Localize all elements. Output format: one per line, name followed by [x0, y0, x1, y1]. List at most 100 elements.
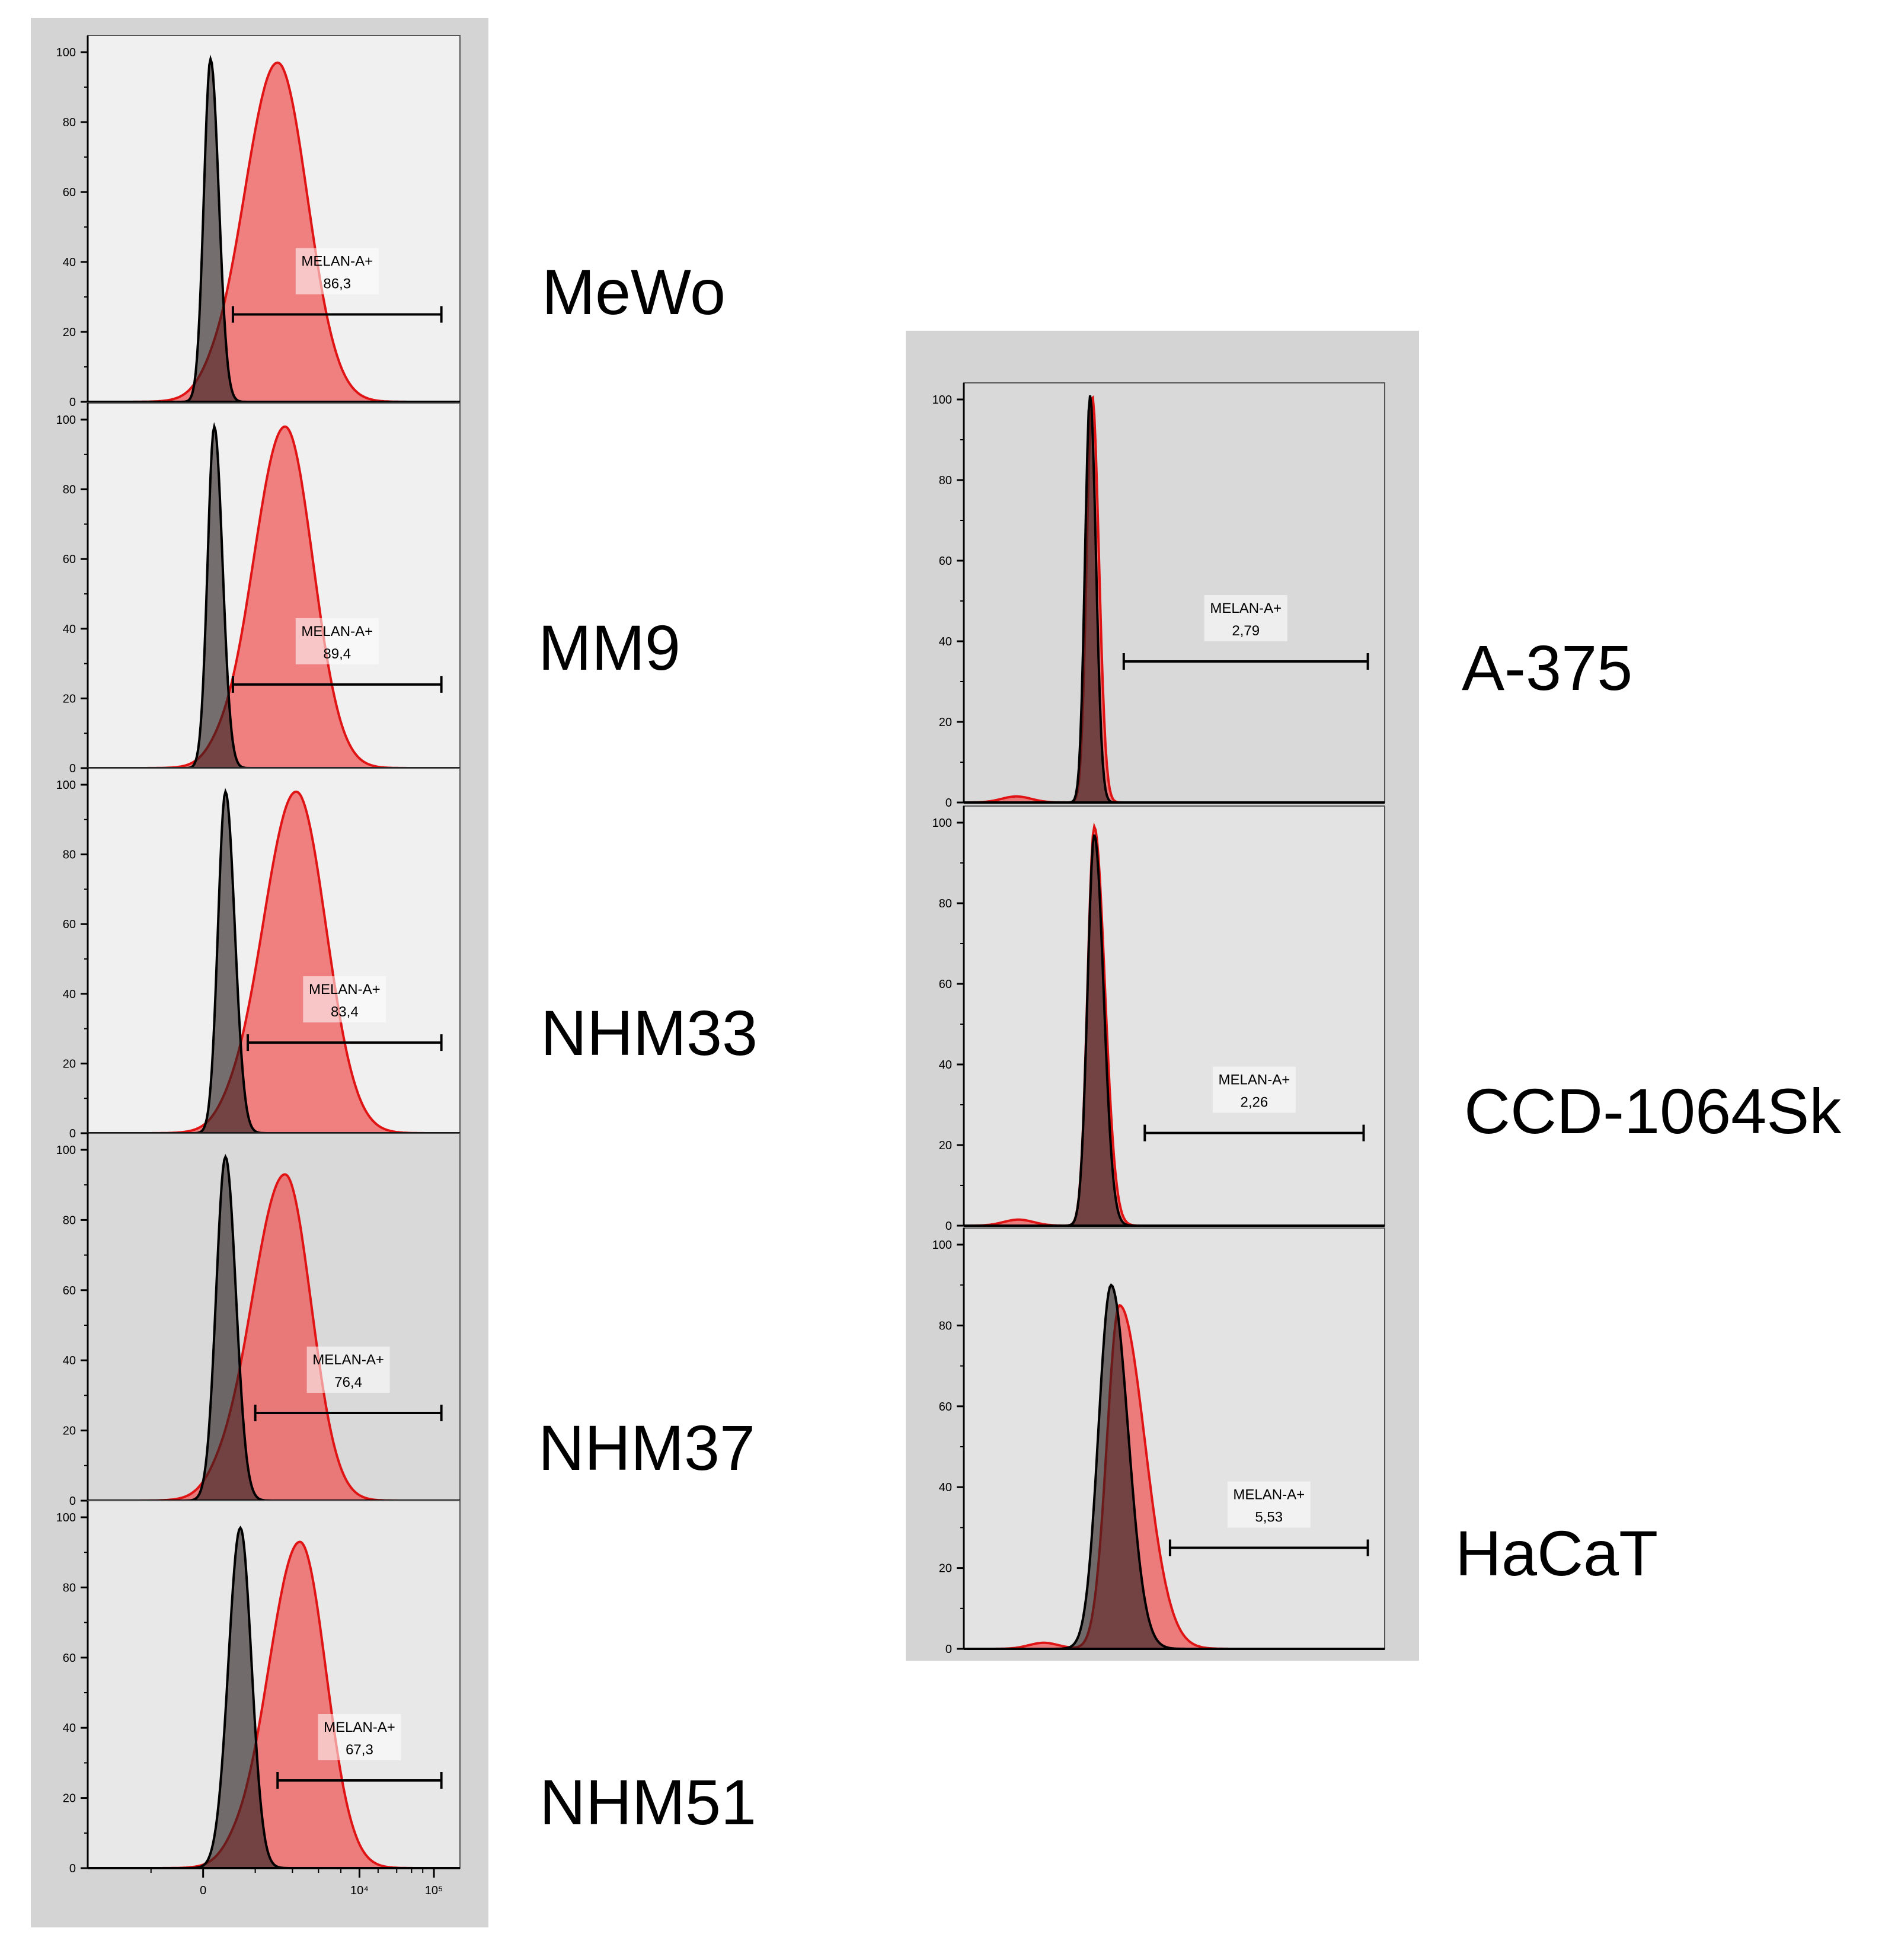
gate-label-box: [306, 1347, 390, 1393]
y-tick-label: 100: [932, 394, 952, 407]
y-tick-label: 20: [939, 1562, 952, 1575]
sample-label: HaCaT: [1455, 1517, 1658, 1589]
y-tick-label: 0: [69, 762, 76, 775]
gate-percentage: 2,79: [1232, 623, 1260, 639]
y-tick-label: 0: [69, 1127, 76, 1140]
y-tick-label: 60: [63, 918, 76, 931]
gate-percentage: 5,53: [1255, 1510, 1283, 1526]
y-tick-label: 80: [63, 1581, 76, 1594]
y-tick-label: 20: [939, 1139, 952, 1152]
histogram-panel: 0 20 40 60 80 100 MELAN-A+ 2,79: [932, 382, 1385, 810]
y-tick-label: 20: [63, 326, 76, 339]
panel-plot-area: [963, 1227, 1385, 1649]
y-tick-label: 80: [939, 474, 952, 487]
y-tick-label: 40: [63, 1722, 76, 1735]
panel-plot-area: [963, 382, 1385, 803]
gate-percentage: 83,4: [331, 1004, 359, 1020]
gate-label-box: [295, 618, 379, 664]
control-histogram: [964, 1283, 1385, 1650]
x-tick-label: 0: [200, 1884, 206, 1897]
sample-labels: MeWo MM9 NHM33 NHM37 NHM51 A-375 CCD-1064Sk HaC…: [538, 256, 1842, 1838]
sample-label: NHM37: [538, 1412, 755, 1483]
y-tick-label: 40: [939, 635, 952, 648]
histogram-panel: 0 20 40 60 80 100 MELAN-A+ 76,4: [56, 1133, 461, 1508]
panel-plot-area: [963, 805, 1385, 1226]
y-tick-label: 40: [63, 256, 76, 269]
x-tick-label: 10⁴: [350, 1884, 369, 1897]
control-histogram: [88, 55, 460, 403]
y-tick-label: 0: [945, 1643, 952, 1656]
gate-name: MELAN-A+: [301, 624, 373, 640]
y-tick-label: 100: [56, 779, 76, 792]
gate-label-box: [1212, 1066, 1296, 1113]
gate-label-box: [1227, 1481, 1311, 1528]
y-tick-label: 60: [939, 555, 952, 568]
gate-name: MELAN-A+: [309, 981, 381, 997]
control-histogram: [964, 834, 1385, 1227]
y-tick-label: 0: [69, 396, 76, 409]
y-tick-label: 80: [939, 1319, 952, 1332]
y-tick-label: 100: [56, 1144, 76, 1157]
sample-label: NHM33: [541, 997, 758, 1069]
y-tick-label: 100: [56, 1511, 76, 1524]
gate-label-box: [303, 976, 386, 1023]
y-tick-label: 40: [939, 1059, 952, 1072]
gate-name: MELAN-A+: [1233, 1487, 1305, 1503]
gate-percentage: 86,3: [323, 276, 351, 292]
y-tick-label: 60: [63, 186, 76, 199]
histogram-panels: 0 20 40 60 80 100 MELAN-A+ 86,3 0 20 40 60 80 100 MELA…: [56, 35, 1385, 1897]
y-tick-label: 40: [939, 1481, 952, 1494]
y-tick-label: 40: [63, 988, 76, 1001]
y-tick-label: 60: [939, 978, 952, 991]
gate-percentage: 67,3: [346, 1742, 373, 1758]
y-tick-label: 100: [56, 46, 76, 59]
gate-percentage: 2,26: [1241, 1095, 1268, 1111]
histogram-panel: 0 20 40 60 80 100 MELAN-A+ 5,53: [932, 1227, 1385, 1656]
y-tick-label: 60: [63, 553, 76, 566]
y-tick-label: 40: [63, 623, 76, 636]
y-tick-label: 100: [932, 1239, 952, 1252]
gate-name: MELAN-A+: [301, 254, 373, 270]
y-tick-label: 0: [945, 1220, 952, 1233]
histogram-panel: 0 20 40 60 80 100 MELAN-A+ 67,3 0 10⁴ 10⁵: [56, 1500, 461, 1897]
y-tick-label: 80: [63, 1214, 76, 1227]
y-tick-label: 20: [939, 716, 952, 729]
control-histogram: [964, 395, 1385, 804]
y-tick-label: 80: [63, 116, 76, 129]
histogram-panel: 0 20 40 60 80 100 MELAN-A+ 83,4: [56, 768, 461, 1140]
y-tick-label: 80: [939, 897, 952, 910]
y-tick-label: 20: [63, 1792, 76, 1805]
y-tick-label: 80: [63, 484, 76, 497]
sample-label: MM9: [538, 612, 680, 683]
gate-name: MELAN-A+: [312, 1352, 384, 1368]
sample-label: NHM51: [539, 1766, 756, 1838]
gate-label-box: [1204, 595, 1287, 641]
y-tick-label: 20: [63, 1057, 76, 1070]
sample-label: MeWo: [542, 256, 726, 328]
y-tick-label: 80: [63, 849, 76, 862]
gate-percentage: 89,4: [323, 646, 351, 662]
y-tick-label: 20: [63, 692, 76, 705]
y-tick-label: 60: [63, 1652, 76, 1665]
gate-percentage: 76,4: [334, 1374, 362, 1390]
control-histogram: [88, 1526, 460, 1869]
y-tick-label: 0: [945, 797, 952, 810]
histogram-panel: 0 20 40 60 80 100 MELAN-A+ 2,26: [932, 805, 1385, 1233]
y-tick-label: 20: [63, 1425, 76, 1438]
y-tick-label: 0: [69, 1495, 76, 1508]
histogram-panel: 0 20 40 60 80 100 MELAN-A+ 86,3: [56, 35, 461, 409]
gate-name: MELAN-A+: [324, 1719, 395, 1735]
y-tick-label: 100: [56, 414, 76, 427]
y-tick-label: 60: [939, 1401, 952, 1414]
gate-name: MELAN-A+: [1219, 1072, 1290, 1088]
gate-label-box: [295, 248, 379, 295]
y-tick-label: 100: [932, 817, 952, 830]
histogram-panel: 0 20 40 60 80 100 MELAN-A+ 89,4: [56, 402, 461, 775]
sample-label: CCD-1064Sk: [1464, 1075, 1842, 1147]
x-tick-label: 10⁵: [425, 1884, 443, 1897]
y-tick-label: 0: [69, 1862, 76, 1875]
sample-label: A-375: [1462, 632, 1632, 704]
y-tick-label: 60: [63, 1284, 76, 1297]
y-tick-label: 40: [63, 1354, 76, 1367]
